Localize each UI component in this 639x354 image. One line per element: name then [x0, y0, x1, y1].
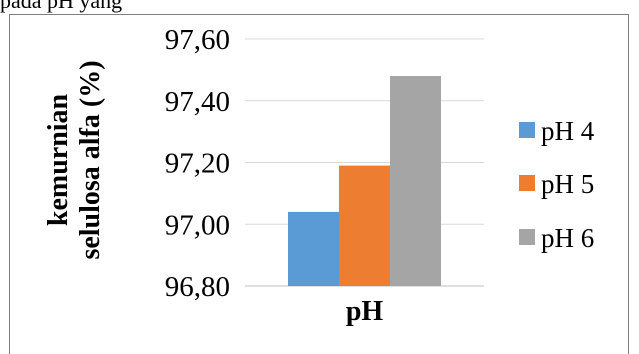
bar-ph-6 — [390, 76, 441, 286]
chart-frame — [9, 14, 629, 354]
legend-swatch-ph-4 — [519, 122, 535, 138]
y-tick-label: 97,60 — [165, 24, 230, 56]
y-tick-label: 96,80 — [165, 271, 230, 303]
legend-label-ph-4: pH 4 — [541, 116, 595, 146]
top-cropped-text: pada pH yang — [0, 0, 123, 13]
y-tick-label: 97,20 — [165, 148, 230, 180]
y-axis-label-line: kemurnian — [43, 93, 74, 226]
legend-label-ph-5: pH 5 — [541, 169, 594, 199]
y-axis-label-line: selulosa alfa (%) — [75, 60, 106, 259]
y-tick-label: 97,00 — [165, 209, 230, 241]
bar-ph-4 — [288, 211, 339, 286]
legend-swatch-ph-6 — [519, 229, 535, 245]
y-axis-label: kemurnianselulosa alfa (%) — [43, 60, 106, 259]
y-tick-label: 97,40 — [165, 86, 230, 118]
bar-ph-5 — [339, 165, 390, 286]
legend-label-ph-6: pH 6 — [541, 223, 594, 253]
legend-swatch-ph-5 — [519, 175, 535, 191]
x-axis-label: pH — [346, 296, 384, 327]
